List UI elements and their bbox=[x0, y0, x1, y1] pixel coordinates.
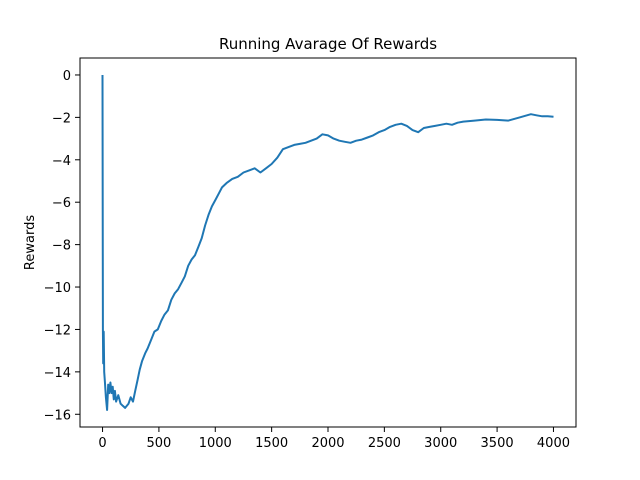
x-tick-label: 0 bbox=[98, 436, 106, 451]
x-tick-label: 500 bbox=[146, 436, 171, 451]
chart-title: Running Avarage Of Rewards bbox=[219, 35, 437, 53]
y-tick-label: −12 bbox=[44, 323, 71, 338]
plot-area bbox=[101, 74, 554, 411]
plot-frame bbox=[79, 57, 577, 428]
y-tick-label: −16 bbox=[44, 408, 71, 423]
x-tick-label: 2000 bbox=[311, 436, 344, 451]
x-tick-label: 3500 bbox=[481, 436, 514, 451]
y-tick-label: −4 bbox=[52, 154, 71, 169]
axis-ticks: 0 500 1000 1500 2000 2500 3000 3500 4000 0 −2 −4 −6 −… bbox=[44, 69, 570, 451]
x-tick-label: 2500 bbox=[368, 436, 401, 451]
y-tick-label: −14 bbox=[44, 366, 71, 381]
x-tick-label: 3000 bbox=[424, 436, 457, 451]
x-tick-label: 4000 bbox=[537, 436, 570, 451]
y-tick-label: 0 bbox=[63, 69, 71, 84]
y-tick-label: −10 bbox=[44, 281, 71, 296]
x-tick-label: 1500 bbox=[255, 436, 288, 451]
y-tick-label: −2 bbox=[52, 111, 71, 126]
y-tick-label: −6 bbox=[52, 196, 71, 211]
y-tick-label: −8 bbox=[52, 239, 71, 254]
y-axis-label: Rewards bbox=[23, 215, 38, 270]
series-line bbox=[101, 74, 554, 411]
x-tick-label: 1000 bbox=[199, 436, 232, 451]
